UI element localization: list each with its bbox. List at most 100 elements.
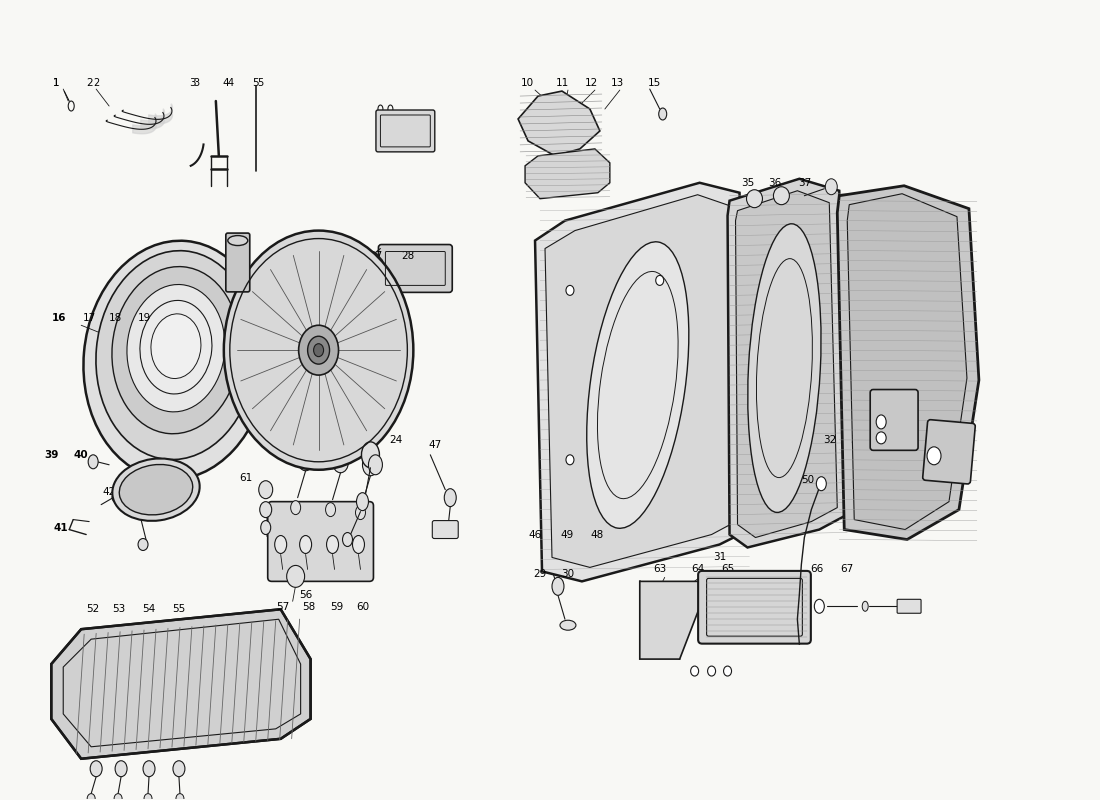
- Ellipse shape: [444, 489, 456, 506]
- Ellipse shape: [332, 451, 349, 473]
- Polygon shape: [640, 582, 710, 659]
- Ellipse shape: [308, 336, 330, 364]
- Ellipse shape: [748, 224, 821, 513]
- Ellipse shape: [88, 455, 98, 469]
- Polygon shape: [727, 178, 847, 547]
- FancyBboxPatch shape: [376, 110, 435, 152]
- Ellipse shape: [356, 493, 369, 510]
- Ellipse shape: [552, 578, 564, 595]
- Ellipse shape: [314, 344, 323, 357]
- Ellipse shape: [773, 186, 790, 205]
- Text: 5: 5: [252, 78, 260, 88]
- Ellipse shape: [363, 454, 378, 476]
- FancyBboxPatch shape: [923, 420, 976, 484]
- Text: 19: 19: [138, 314, 151, 323]
- Ellipse shape: [368, 455, 383, 474]
- Ellipse shape: [298, 326, 339, 375]
- Text: 35: 35: [741, 178, 755, 188]
- Ellipse shape: [112, 458, 200, 521]
- Ellipse shape: [258, 481, 273, 498]
- Ellipse shape: [90, 761, 102, 777]
- Ellipse shape: [299, 535, 311, 554]
- Text: 47: 47: [429, 440, 442, 450]
- Polygon shape: [525, 149, 609, 198]
- Ellipse shape: [173, 761, 185, 777]
- FancyBboxPatch shape: [698, 571, 811, 644]
- Text: 16: 16: [52, 314, 66, 323]
- Text: 67: 67: [840, 565, 854, 574]
- Ellipse shape: [84, 241, 268, 479]
- Polygon shape: [518, 91, 600, 156]
- Text: 56: 56: [299, 590, 312, 600]
- FancyBboxPatch shape: [226, 233, 250, 292]
- Text: 37: 37: [798, 178, 811, 188]
- Ellipse shape: [566, 286, 574, 295]
- Text: 40: 40: [74, 450, 88, 460]
- Text: 3: 3: [189, 78, 196, 88]
- Polygon shape: [535, 182, 749, 582]
- Text: 61: 61: [239, 473, 252, 482]
- Ellipse shape: [877, 415, 887, 429]
- Ellipse shape: [586, 242, 689, 528]
- FancyBboxPatch shape: [898, 599, 921, 614]
- Ellipse shape: [151, 314, 201, 378]
- Text: 15: 15: [648, 78, 661, 88]
- FancyBboxPatch shape: [378, 245, 452, 292]
- Ellipse shape: [176, 794, 184, 800]
- Ellipse shape: [260, 502, 272, 518]
- Text: 2: 2: [86, 78, 92, 88]
- Text: 51: 51: [947, 433, 960, 443]
- Ellipse shape: [228, 235, 248, 246]
- Text: 63: 63: [653, 565, 667, 574]
- Text: 41: 41: [54, 522, 68, 533]
- Text: 31: 31: [713, 553, 726, 562]
- Ellipse shape: [144, 794, 152, 800]
- Text: 12: 12: [585, 78, 598, 88]
- Ellipse shape: [747, 190, 762, 208]
- Ellipse shape: [352, 535, 364, 554]
- Ellipse shape: [138, 538, 148, 550]
- Text: 45: 45: [359, 440, 372, 450]
- Polygon shape: [837, 186, 979, 539]
- Text: 66: 66: [811, 565, 824, 574]
- Text: 36: 36: [768, 178, 781, 188]
- Ellipse shape: [119, 465, 192, 515]
- Text: 17: 17: [82, 314, 96, 323]
- Text: 22: 22: [326, 294, 339, 303]
- Ellipse shape: [724, 666, 732, 676]
- Text: 30: 30: [561, 570, 574, 579]
- Ellipse shape: [112, 492, 126, 504]
- Text: 1: 1: [53, 78, 59, 88]
- Text: 24: 24: [388, 435, 401, 445]
- Ellipse shape: [816, 477, 826, 490]
- Text: 52: 52: [87, 604, 100, 614]
- Text: 13: 13: [612, 78, 625, 88]
- Text: 55: 55: [173, 604, 186, 614]
- FancyBboxPatch shape: [432, 521, 459, 538]
- Text: 27: 27: [368, 250, 382, 261]
- Text: 65: 65: [720, 565, 734, 574]
- Ellipse shape: [326, 502, 336, 517]
- Ellipse shape: [261, 521, 271, 534]
- Text: 59: 59: [330, 602, 343, 612]
- Text: 43: 43: [132, 486, 145, 497]
- Text: 39: 39: [44, 450, 58, 460]
- Text: 33: 33: [850, 435, 864, 445]
- Ellipse shape: [327, 535, 339, 554]
- Polygon shape: [544, 194, 739, 567]
- Ellipse shape: [362, 442, 380, 468]
- Ellipse shape: [927, 447, 940, 465]
- Ellipse shape: [140, 301, 212, 394]
- Text: 46: 46: [528, 530, 541, 539]
- Text: 18: 18: [109, 314, 122, 323]
- Text: 11: 11: [556, 78, 569, 88]
- Polygon shape: [52, 610, 310, 758]
- Ellipse shape: [355, 506, 365, 519]
- Ellipse shape: [814, 599, 824, 614]
- Text: 60: 60: [356, 602, 369, 612]
- Ellipse shape: [707, 666, 716, 676]
- Ellipse shape: [275, 535, 287, 554]
- Ellipse shape: [659, 108, 667, 120]
- Text: 23: 23: [359, 435, 372, 445]
- Text: 64: 64: [691, 565, 704, 574]
